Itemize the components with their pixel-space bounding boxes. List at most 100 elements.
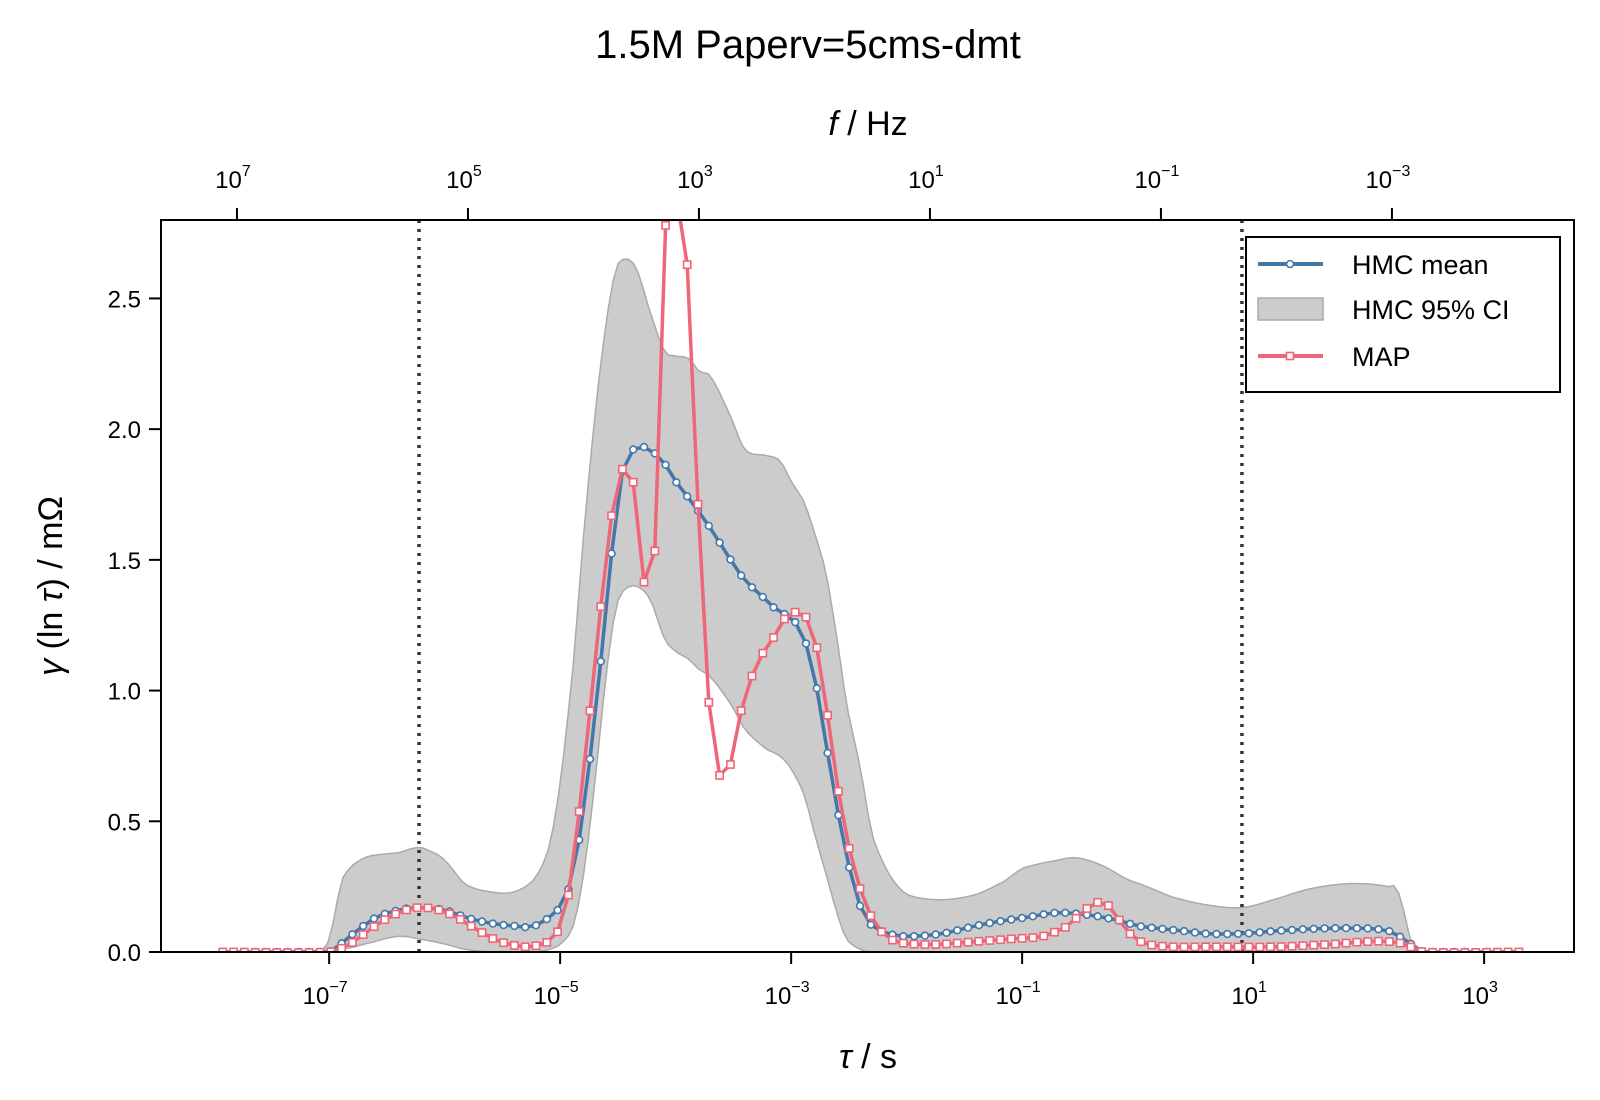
map-point [1006, 934, 1016, 944]
map-point [963, 937, 973, 947]
y-tick-label: 0.0 [108, 940, 141, 967]
hmc_mean-point [1287, 925, 1297, 935]
map-point [412, 903, 422, 913]
hmc_mean-point [1028, 912, 1038, 921]
map-point [704, 697, 714, 707]
map-point [833, 786, 843, 796]
map-point [1492, 947, 1502, 952]
map-point [812, 643, 822, 653]
legend-map-label: MAP [1352, 342, 1411, 372]
hmc_mean-point [996, 916, 1005, 926]
hmc_mean-point [1352, 923, 1362, 933]
map-point [1482, 947, 1491, 952]
map-point [542, 937, 552, 947]
hmc_mean-point [1255, 928, 1264, 937]
series-layer [218, 220, 1524, 952]
x-tick-label: 10−1 [996, 979, 1041, 1010]
hmc_mean-point [726, 555, 735, 564]
map-point [747, 671, 757, 681]
hmc_mean-point [704, 521, 713, 530]
hmc_mean-point [1244, 929, 1254, 938]
map-point [1125, 929, 1135, 939]
map-point [1276, 942, 1286, 951]
hmc_mean-point [1233, 929, 1243, 938]
hmc_mean-point [801, 639, 811, 648]
map-point [369, 922, 379, 931]
map-point [1212, 942, 1221, 952]
y-tick-label: 1.5 [108, 548, 141, 575]
map-point [315, 947, 325, 952]
map-point [607, 511, 616, 521]
hmc_mean-point [866, 920, 875, 929]
bottom-x-axis: 10−7 10−5 10−3 10−1 101 103 [303, 952, 1498, 1010]
legend-map-marker [1285, 351, 1295, 361]
map-point [596, 602, 606, 611]
hmc_mean-point [1298, 925, 1308, 934]
hmc_mean-point [909, 931, 919, 941]
top-tick-label: 101 [908, 163, 944, 194]
y-axis: 0.0 0.5 1.0 1.5 2.0 2.5 [108, 286, 161, 967]
hmc_mean-point [369, 914, 379, 923]
hmc_mean-point [467, 914, 476, 924]
map-point [574, 807, 584, 816]
map-point [488, 934, 498, 943]
map-point [1449, 948, 1459, 952]
y-tick-label: 0.5 [108, 809, 141, 836]
map-point [272, 948, 282, 952]
hmc_mean-point [1104, 914, 1113, 923]
hmc_mean-point [1385, 926, 1394, 936]
map-point [1503, 947, 1513, 952]
map-point [445, 909, 454, 919]
map-point [1471, 947, 1481, 952]
map-point [1460, 948, 1470, 952]
hmc_mean-point [1201, 929, 1210, 938]
map-point [617, 464, 627, 474]
x-tick-label: 10−5 [534, 979, 579, 1010]
y-axis-label: γ (ln τ) / mΩ [32, 496, 70, 676]
hmc_mean-point [931, 930, 940, 939]
map-point [283, 948, 292, 952]
map-point [261, 947, 271, 952]
hmc_mean-point [1179, 926, 1189, 936]
map-point [693, 499, 703, 509]
hmc_mean-point [1309, 924, 1318, 933]
map-point [779, 614, 789, 624]
hmc_mean-point [899, 931, 908, 941]
y-tick-label: 1.0 [108, 679, 141, 706]
map-point [337, 943, 346, 952]
hmc_mean-point [736, 571, 746, 580]
map-point [1201, 942, 1211, 952]
map-point [250, 947, 260, 952]
map-point [1395, 938, 1405, 948]
map-point [1028, 933, 1038, 943]
hmc_mean-point [1223, 929, 1232, 939]
hmc_mean-point [844, 863, 854, 872]
hmc_mean-point [1320, 924, 1329, 933]
map-point [477, 928, 487, 937]
map-point [380, 915, 390, 925]
map-point [1060, 922, 1070, 932]
hmc_mean-point [1125, 919, 1135, 928]
map-point [996, 935, 1005, 945]
hmc_mean-point [985, 918, 994, 928]
map-point [1233, 942, 1243, 952]
hmc_mean-point [672, 478, 681, 487]
map-point [736, 706, 746, 716]
hmc_mean-point [1212, 929, 1221, 939]
plot-frame [160, 219, 1575, 953]
map-point [1428, 947, 1437, 952]
map-point [509, 940, 519, 950]
map-point [1330, 939, 1340, 949]
map-point [1190, 942, 1200, 952]
map-point [1384, 937, 1394, 946]
hmc_mean-point [542, 914, 551, 924]
map-point [844, 843, 854, 853]
hmc_mean-point [1017, 913, 1027, 923]
hmc_mean-point [477, 917, 487, 926]
hmc_mean-point [1136, 922, 1146, 931]
hmc_mean-point [920, 931, 930, 940]
hmc_mean-point [607, 549, 616, 558]
hmc_mean-point [682, 492, 692, 501]
map-point [563, 890, 573, 900]
